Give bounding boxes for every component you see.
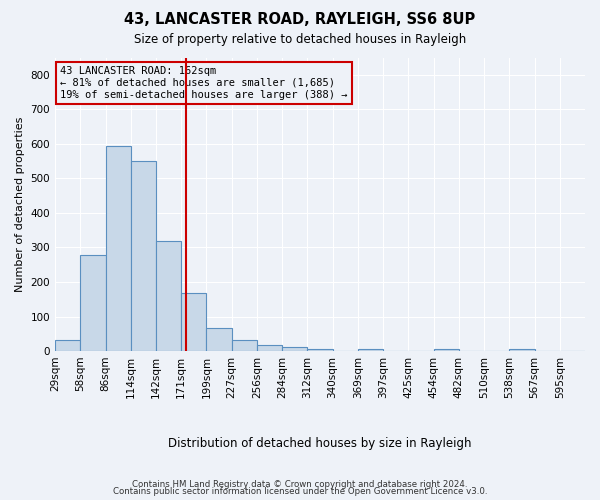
Bar (156, 240, 181, 351)
Bar (131, 161, 156, 351)
Bar (55, 340, 80, 351)
Bar (307, 348, 332, 351)
Bar (80, 255, 106, 351)
Bar (282, 348, 307, 351)
Bar (257, 345, 282, 351)
Text: Contains HM Land Registry data © Crown copyright and database right 2024.: Contains HM Land Registry data © Crown c… (132, 480, 468, 489)
Bar (106, 146, 131, 351)
Bar (181, 293, 206, 351)
Text: Contains public sector information licensed under the Open Government Licence v3: Contains public sector information licen… (113, 487, 487, 496)
Text: 43 LANCASTER ROAD: 162sqm
← 81% of detached houses are smaller (1,685)
19% of se: 43 LANCASTER ROAD: 162sqm ← 81% of detac… (61, 66, 348, 100)
X-axis label: Distribution of detached houses by size in Rayleigh: Distribution of detached houses by size … (168, 437, 472, 450)
Bar (358, 349, 383, 351)
Text: 43, LANCASTER ROAD, RAYLEIGH, SS6 8UP: 43, LANCASTER ROAD, RAYLEIGH, SS6 8UP (124, 12, 476, 28)
Y-axis label: Number of detached properties: Number of detached properties (15, 116, 25, 292)
Text: Size of property relative to detached houses in Rayleigh: Size of property relative to detached ho… (134, 32, 466, 46)
Bar (232, 340, 257, 351)
Bar (434, 350, 459, 351)
Bar (206, 328, 232, 351)
Bar (509, 350, 535, 351)
